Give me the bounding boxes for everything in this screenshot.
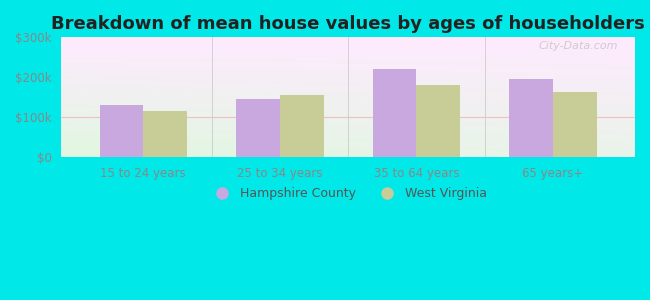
Bar xyxy=(143,111,187,157)
Bar xyxy=(417,85,460,157)
Bar xyxy=(372,69,417,157)
Title: Breakdown of mean house values by ages of householders: Breakdown of mean house values by ages o… xyxy=(51,15,645,33)
Bar xyxy=(510,79,553,157)
Bar xyxy=(553,92,597,157)
Legend: Hampshire County, West Virginia: Hampshire County, West Virginia xyxy=(205,182,491,205)
Bar xyxy=(99,105,143,157)
Bar xyxy=(280,95,324,157)
Text: City-Data.com: City-Data.com xyxy=(538,41,617,51)
Bar xyxy=(236,99,280,157)
